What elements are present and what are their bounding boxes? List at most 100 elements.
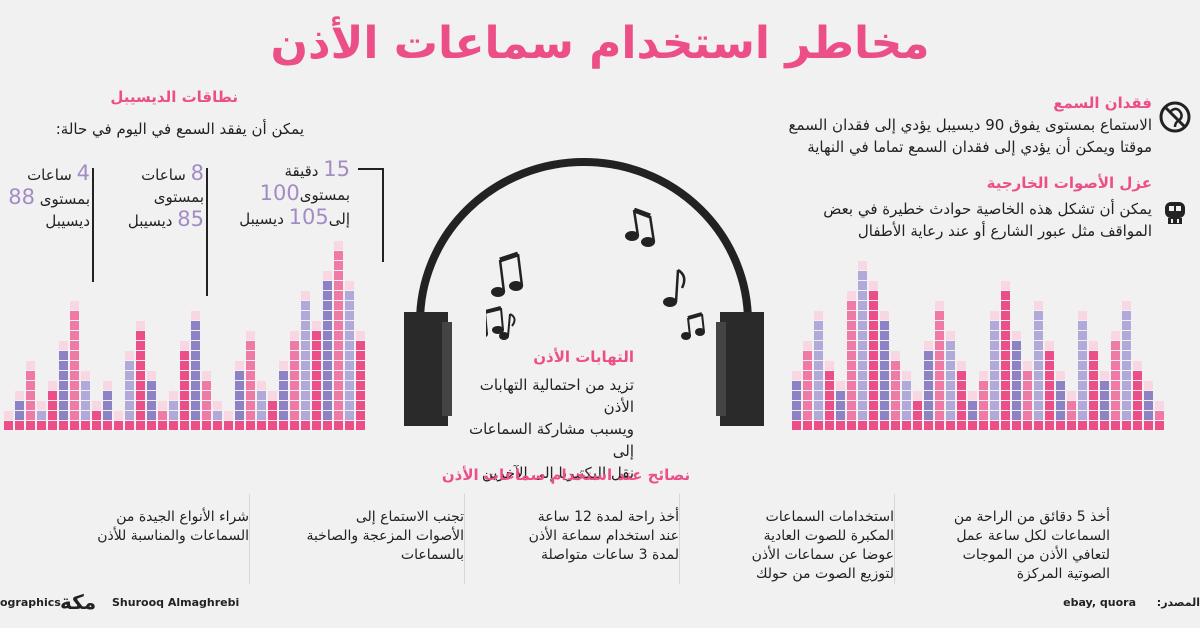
equalizer-square (345, 381, 354, 390)
equalizer-square (1056, 401, 1065, 410)
equalizer-square (356, 421, 365, 430)
equalizer-square (334, 341, 343, 350)
equalizer-bar (1023, 360, 1032, 430)
hearing-loss-line-1: الاستماع بمستوى يفوق 90 ديسيبل يؤدي إلى … (788, 116, 1152, 134)
equalizer-square (858, 371, 867, 380)
equalizer-square (279, 371, 288, 380)
tip-2: استخدامات السماعات المكبرة للصوت العادية… (735, 494, 895, 584)
equalizer-square (1078, 401, 1087, 410)
equalizer-square (202, 391, 211, 400)
equalizer-square (48, 421, 57, 430)
equalizer-square (792, 411, 801, 420)
equalizer-square (345, 391, 354, 400)
equalizer-square (825, 401, 834, 410)
equalizer-square (26, 361, 35, 370)
equalizer-bar (147, 370, 156, 430)
equalizer-square (880, 371, 889, 380)
equalizer-square (312, 321, 321, 330)
equalizer-bar (26, 360, 35, 430)
equalizer-square (334, 281, 343, 290)
equalizer-square (235, 361, 244, 370)
equalizer-square (1001, 281, 1010, 290)
equalizer-square (246, 351, 255, 360)
equalizer-square (1034, 401, 1043, 410)
equalizer-square (814, 311, 823, 320)
stat-2-hours: 8 (190, 161, 204, 185)
equalizer-square (334, 351, 343, 360)
equalizer-square (880, 351, 889, 360)
equalizer-square (946, 371, 955, 380)
equalizer-bar (345, 280, 354, 430)
equalizer-square (191, 331, 200, 340)
equalizer-square (323, 421, 332, 430)
equalizer-square (323, 381, 332, 390)
equalizer-square (1155, 411, 1164, 420)
equalizer-square (191, 361, 200, 370)
equalizer-square (136, 421, 145, 430)
equalizer-square (125, 361, 134, 370)
decibel-stat-3: 15 دقيقة بمستوى100 إلى105 ديسيبل (239, 157, 350, 229)
equalizer-square (59, 371, 68, 380)
equalizer-square (968, 401, 977, 410)
equalizer-square (345, 411, 354, 420)
equalizer-square (1034, 411, 1043, 420)
equalizer-square (869, 301, 878, 310)
equalizer-square (979, 401, 988, 410)
equalizer-square (246, 421, 255, 430)
equalizer-square (147, 421, 156, 430)
equalizer-square (290, 361, 299, 370)
equalizer-square (213, 421, 222, 430)
equalizer-square (125, 421, 134, 430)
equalizer-square (301, 371, 310, 380)
equalizer-square (902, 411, 911, 420)
equalizer-square (814, 401, 823, 410)
equalizer-square (26, 421, 35, 430)
equalizer-square (213, 411, 222, 420)
equalizer-bar (803, 340, 812, 430)
equalizer-square (301, 321, 310, 330)
equalizer-square (1001, 331, 1010, 340)
equalizer-square (990, 311, 999, 320)
equalizer-square (191, 421, 200, 430)
equalizer-square (334, 361, 343, 370)
equalizer-square (257, 401, 266, 410)
equalizer-square (935, 361, 944, 370)
equalizer-square (301, 411, 310, 420)
equalizer-square (147, 391, 156, 400)
music-note-icon (625, 208, 656, 247)
equalizer-bar (825, 360, 834, 430)
equalizer-square (1012, 361, 1021, 370)
equalizer-square (356, 391, 365, 400)
equalizer-square (1089, 391, 1098, 400)
stat-3-level-max: 105 (288, 205, 329, 229)
equalizer-square (803, 371, 812, 380)
equalizer-square (1122, 361, 1131, 370)
equalizer-square (334, 301, 343, 310)
equalizer-square (158, 401, 167, 410)
equalizer-square (1056, 391, 1065, 400)
equalizer-square (1001, 351, 1010, 360)
equalizer-square (334, 401, 343, 410)
equalizer-bar (70, 300, 79, 430)
equalizer-square (1034, 361, 1043, 370)
equalizer-square (935, 421, 944, 430)
equalizer-square (48, 381, 57, 390)
equalizer-square (979, 411, 988, 420)
equalizer-bar (4, 410, 13, 430)
equalizer-square (246, 391, 255, 400)
equalizer-square (279, 401, 288, 410)
equalizer-square (1122, 381, 1131, 390)
equalizer-square (1111, 381, 1120, 390)
equalizer-square (814, 331, 823, 340)
equalizer-square (235, 391, 244, 400)
equalizer-bar (847, 290, 856, 430)
skull-icon (1158, 196, 1192, 230)
equalizer-square (858, 311, 867, 320)
equalizer-square (880, 331, 889, 340)
equalizer-square (268, 421, 277, 430)
equalizer-square (290, 341, 299, 350)
equalizer-square (191, 371, 200, 380)
equalizer-square (1111, 401, 1120, 410)
equalizer-square (847, 421, 856, 430)
external-isolation-line-1: يمكن أن تشكل هذه الخاصية حوادث خطيرة في … (823, 200, 1152, 218)
